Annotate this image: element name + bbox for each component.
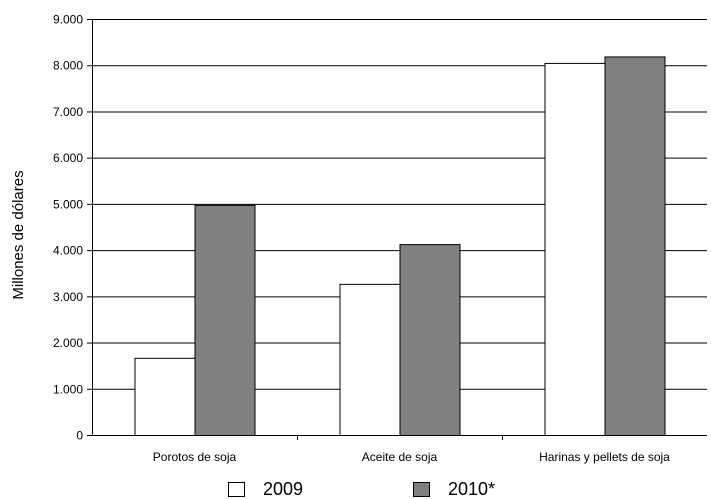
bars (134, 56, 666, 437)
y-tick-label: 7.000 (53, 105, 83, 119)
y-tick-label: 8.000 (53, 59, 83, 73)
legend: 2009 2010* (0, 476, 711, 498)
y-tick-labels: 0 1.000 2.000 3.000 4.000 5.000 6.000 7.000 8.00… (53, 13, 83, 443)
y-tick-label: 2.000 (53, 336, 83, 350)
y-tick-label: 5.000 (53, 197, 83, 211)
y-axis-label: Millones de dólares (10, 170, 27, 299)
bar-chart: 0 1.000 2.000 3.000 4.000 5.000 6.000 7.000 8.00… (10, 13, 707, 464)
bar-2009-1 (339, 283, 401, 436)
bar-2010-2 (604, 56, 666, 436)
axes (87, 19, 707, 440)
y-tick-label: 4.000 (53, 244, 83, 258)
legend-swatch-2010 (413, 481, 430, 497)
x-category-labels: Porotos de soja Aceite de soja Harinas y p… (153, 450, 670, 464)
legend-item-2009: 2009 (228, 480, 303, 498)
y-tick-label: 1.000 (53, 382, 83, 396)
bar-2009-2 (544, 62, 606, 437)
bar-2010-1 (399, 244, 461, 436)
bar-2009-0 (134, 357, 196, 437)
x-category-label: Harinas y pellets de soja (539, 450, 670, 464)
legend-label-2010: 2010* (448, 479, 496, 499)
y-tick-label: 9.000 (53, 13, 83, 27)
bar-2010-0 (194, 204, 256, 436)
y-tick-label: 3.000 (53, 290, 83, 304)
x-category-label: Porotos de soja (153, 450, 237, 464)
legend-item-2010: 2010* (413, 480, 495, 498)
y-tick-label: 0 (76, 429, 83, 443)
legend-label-2009: 2009 (263, 479, 304, 499)
y-tick-label: 6.000 (53, 151, 83, 165)
x-category-label: Aceite de soja (362, 450, 438, 464)
legend-swatch-2009 (228, 481, 245, 497)
